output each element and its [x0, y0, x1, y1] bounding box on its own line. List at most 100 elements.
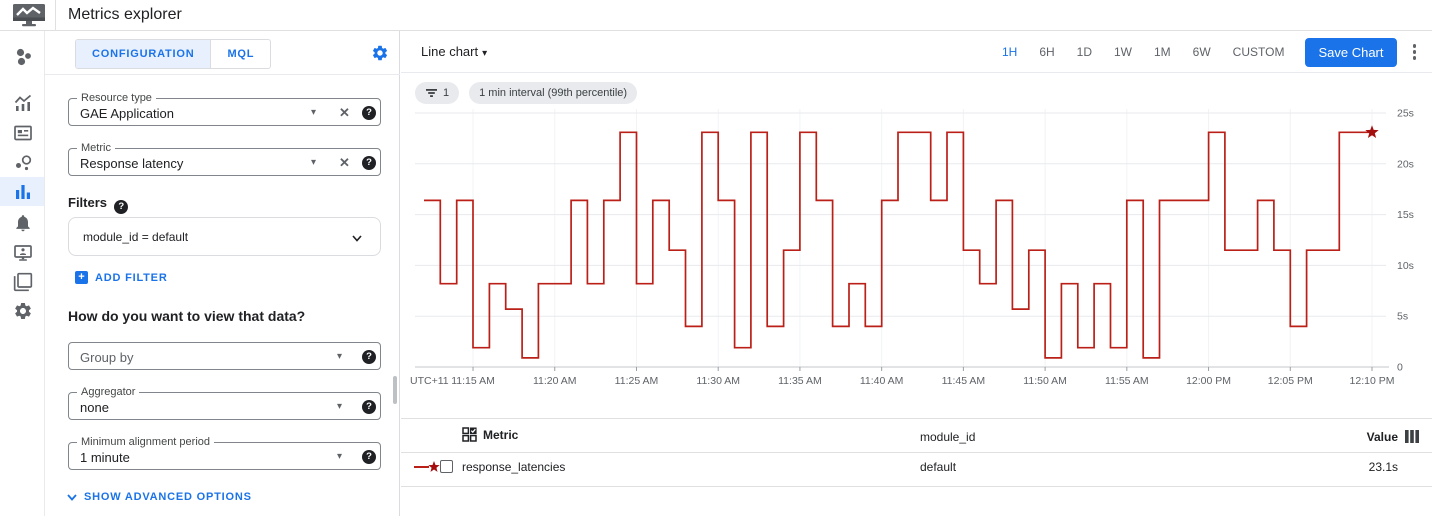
filter-count: 1	[443, 87, 450, 99]
x-axis-label: 11:25 AM	[615, 375, 659, 387]
chart-settings-gear-icon[interactable]	[371, 44, 389, 62]
dropdown-caret-icon[interactable]: ▾	[337, 401, 343, 412]
metric-value: Response latency	[80, 156, 184, 171]
clear-icon[interactable]: ✕	[339, 155, 350, 170]
tab-mql[interactable]: MQL	[210, 40, 270, 68]
latency-line-chart[interactable]: 25s 20s 15s 10s 5s 0 UTC+11 11:15 AM 11:20 AM 11:…	[401, 95, 1432, 410]
help-icon[interactable]: ?	[362, 400, 376, 414]
row-checkbox[interactable]	[440, 460, 453, 473]
help-icon[interactable]: ?	[362, 450, 376, 464]
group-by-field[interactable]: Group by ▾ ?	[68, 342, 381, 370]
aggregator-field[interactable]: Aggregator none ▾ ?	[68, 386, 381, 420]
interval-chip[interactable]: 1 min interval (99th percentile)	[469, 82, 638, 104]
clear-icon[interactable]: ✕	[339, 105, 350, 120]
dropdown-caret-icon: ▾	[482, 48, 488, 59]
filter-count-chip[interactable]: 1	[415, 82, 460, 104]
min-alignment-value: 1 minute	[80, 450, 130, 465]
tab-configuration[interactable]: CONFIGURATION	[76, 40, 211, 68]
series-legend-star-icon	[414, 461, 440, 472]
monitoring-overview-icon[interactable]	[13, 47, 33, 67]
dropdown-caret-icon[interactable]: ▾	[311, 157, 317, 168]
x-axis-label: 11:30 AM	[696, 375, 740, 387]
table-divider	[401, 418, 1432, 419]
range-1m[interactable]: 1M	[1154, 45, 1171, 59]
header-divider	[55, 0, 56, 31]
min-alignment-label: Minimum alignment period	[77, 436, 214, 448]
save-chart-button[interactable]: Save Chart	[1305, 37, 1397, 67]
help-icon[interactable]: ?	[114, 200, 129, 214]
x-axis-label: 11:40 AM	[860, 375, 904, 387]
col-header-module-id[interactable]: module_id	[920, 430, 976, 444]
aggregator-value: none	[80, 400, 109, 415]
table-divider	[401, 452, 1432, 453]
latency-step-line	[424, 131, 1372, 359]
services-icon[interactable]	[13, 153, 33, 173]
range-1h[interactable]: 1H	[1001, 45, 1018, 59]
col-header-value[interactable]: Value	[1366, 430, 1398, 444]
alerting-icon[interactable]	[13, 213, 33, 233]
resource-type-value: GAE Application	[80, 106, 174, 121]
metric-field[interactable]: Metric Response latency ▾ ✕ ?	[68, 142, 381, 176]
metrics-icon[interactable]	[13, 93, 33, 113]
overflow-menu-icon[interactable]	[1409, 40, 1421, 64]
filters-section-label: Filters ?	[68, 195, 129, 214]
chart-type-dropdown[interactable]: Line chart ▾	[421, 44, 487, 59]
range-6h[interactable]: 6H	[1039, 45, 1055, 59]
config-tabs: CONFIGURATION MQL	[75, 39, 272, 69]
x-axis-timezone-label: UTC+11	[410, 375, 449, 387]
range-6w[interactable]: 6W	[1192, 45, 1211, 59]
range-1w[interactable]: 1W	[1114, 45, 1132, 59]
chart-toolbar: Line chart ▾ 1H 6H 1D 1W 1M 6W CUSTOM Sav…	[401, 31, 1432, 73]
x-axis-label: 11:35 AM	[778, 375, 822, 387]
min-alignment-field[interactable]: Minimum alignment period 1 minute ▾ ?	[68, 436, 381, 470]
group-by-placeholder: Group by	[80, 350, 134, 365]
y-axis-label: 20s	[1397, 158, 1414, 170]
help-icon[interactable]: ?	[362, 156, 376, 170]
uptime-checks-icon[interactable]	[13, 243, 33, 263]
config-scrollbar[interactable]	[393, 376, 397, 404]
chart-type-label: Line chart	[421, 44, 479, 59]
page-title: Metrics explorer	[68, 6, 182, 23]
column-options-icon[interactable]	[1404, 429, 1420, 444]
x-axis-label: 12:05 PM	[1268, 375, 1313, 387]
left-nav-rail	[0, 31, 45, 516]
resource-type-field[interactable]: Resource type GAE Application ▾ ✕ ?	[68, 92, 381, 126]
cell-module-id: default	[920, 460, 957, 474]
configuration-panel: CONFIGURATION MQL Resource type GAE Appl…	[45, 31, 400, 516]
y-axis-label: 15s	[1397, 209, 1414, 221]
latest-point-star-marker	[1365, 125, 1379, 138]
aggregator-label: Aggregator	[77, 386, 140, 398]
dropdown-caret-icon[interactable]: ▾	[337, 351, 343, 362]
dropdown-caret-icon[interactable]: ▾	[311, 107, 317, 118]
chart-chip-row: 1 1 min interval (99th percentile)	[415, 82, 638, 104]
x-axis-label: 12:00 PM	[1186, 375, 1231, 387]
filter-expression: module_id = default	[83, 230, 189, 244]
metrics-explorer-icon[interactable]	[13, 182, 33, 202]
add-filter-button[interactable]: + ADD FILTER	[75, 271, 168, 284]
settings-icon[interactable]	[13, 301, 33, 321]
col-header-metric[interactable]: Metric	[462, 427, 518, 442]
dropdown-caret-icon[interactable]: ▾	[337, 451, 343, 462]
monitoring-logo-icon	[13, 4, 45, 27]
chevron-down-icon[interactable]	[350, 231, 364, 245]
dashboards-icon[interactable]	[13, 123, 33, 143]
table-divider	[401, 486, 1432, 487]
filter-list-icon	[426, 89, 437, 97]
time-range-group: 1H 6H 1D 1W 1M 6W CUSTOM Save Chart	[991, 31, 1422, 73]
metric-label: Metric	[77, 142, 115, 154]
y-axis-label: 5s	[1397, 311, 1408, 323]
help-icon[interactable]: ?	[362, 350, 376, 364]
show-advanced-options-button[interactable]: SHOW ADVANCED OPTIONS	[66, 491, 252, 503]
app-header: Metrics explorer	[0, 0, 1432, 31]
add-icon: +	[75, 271, 88, 284]
filter-row[interactable]: module_id = default	[68, 217, 381, 256]
x-axis-label: 11:20 AM	[533, 375, 577, 387]
help-icon[interactable]: ?	[362, 106, 376, 120]
x-axis-label: 11:55 AM	[1105, 375, 1149, 387]
x-axis-label: 12:10 PM	[1350, 375, 1395, 387]
groups-icon[interactable]	[13, 272, 33, 292]
range-1d[interactable]: 1D	[1076, 45, 1092, 59]
range-custom[interactable]: CUSTOM	[1232, 45, 1285, 59]
x-axis-label: 11:45 AM	[942, 375, 986, 387]
